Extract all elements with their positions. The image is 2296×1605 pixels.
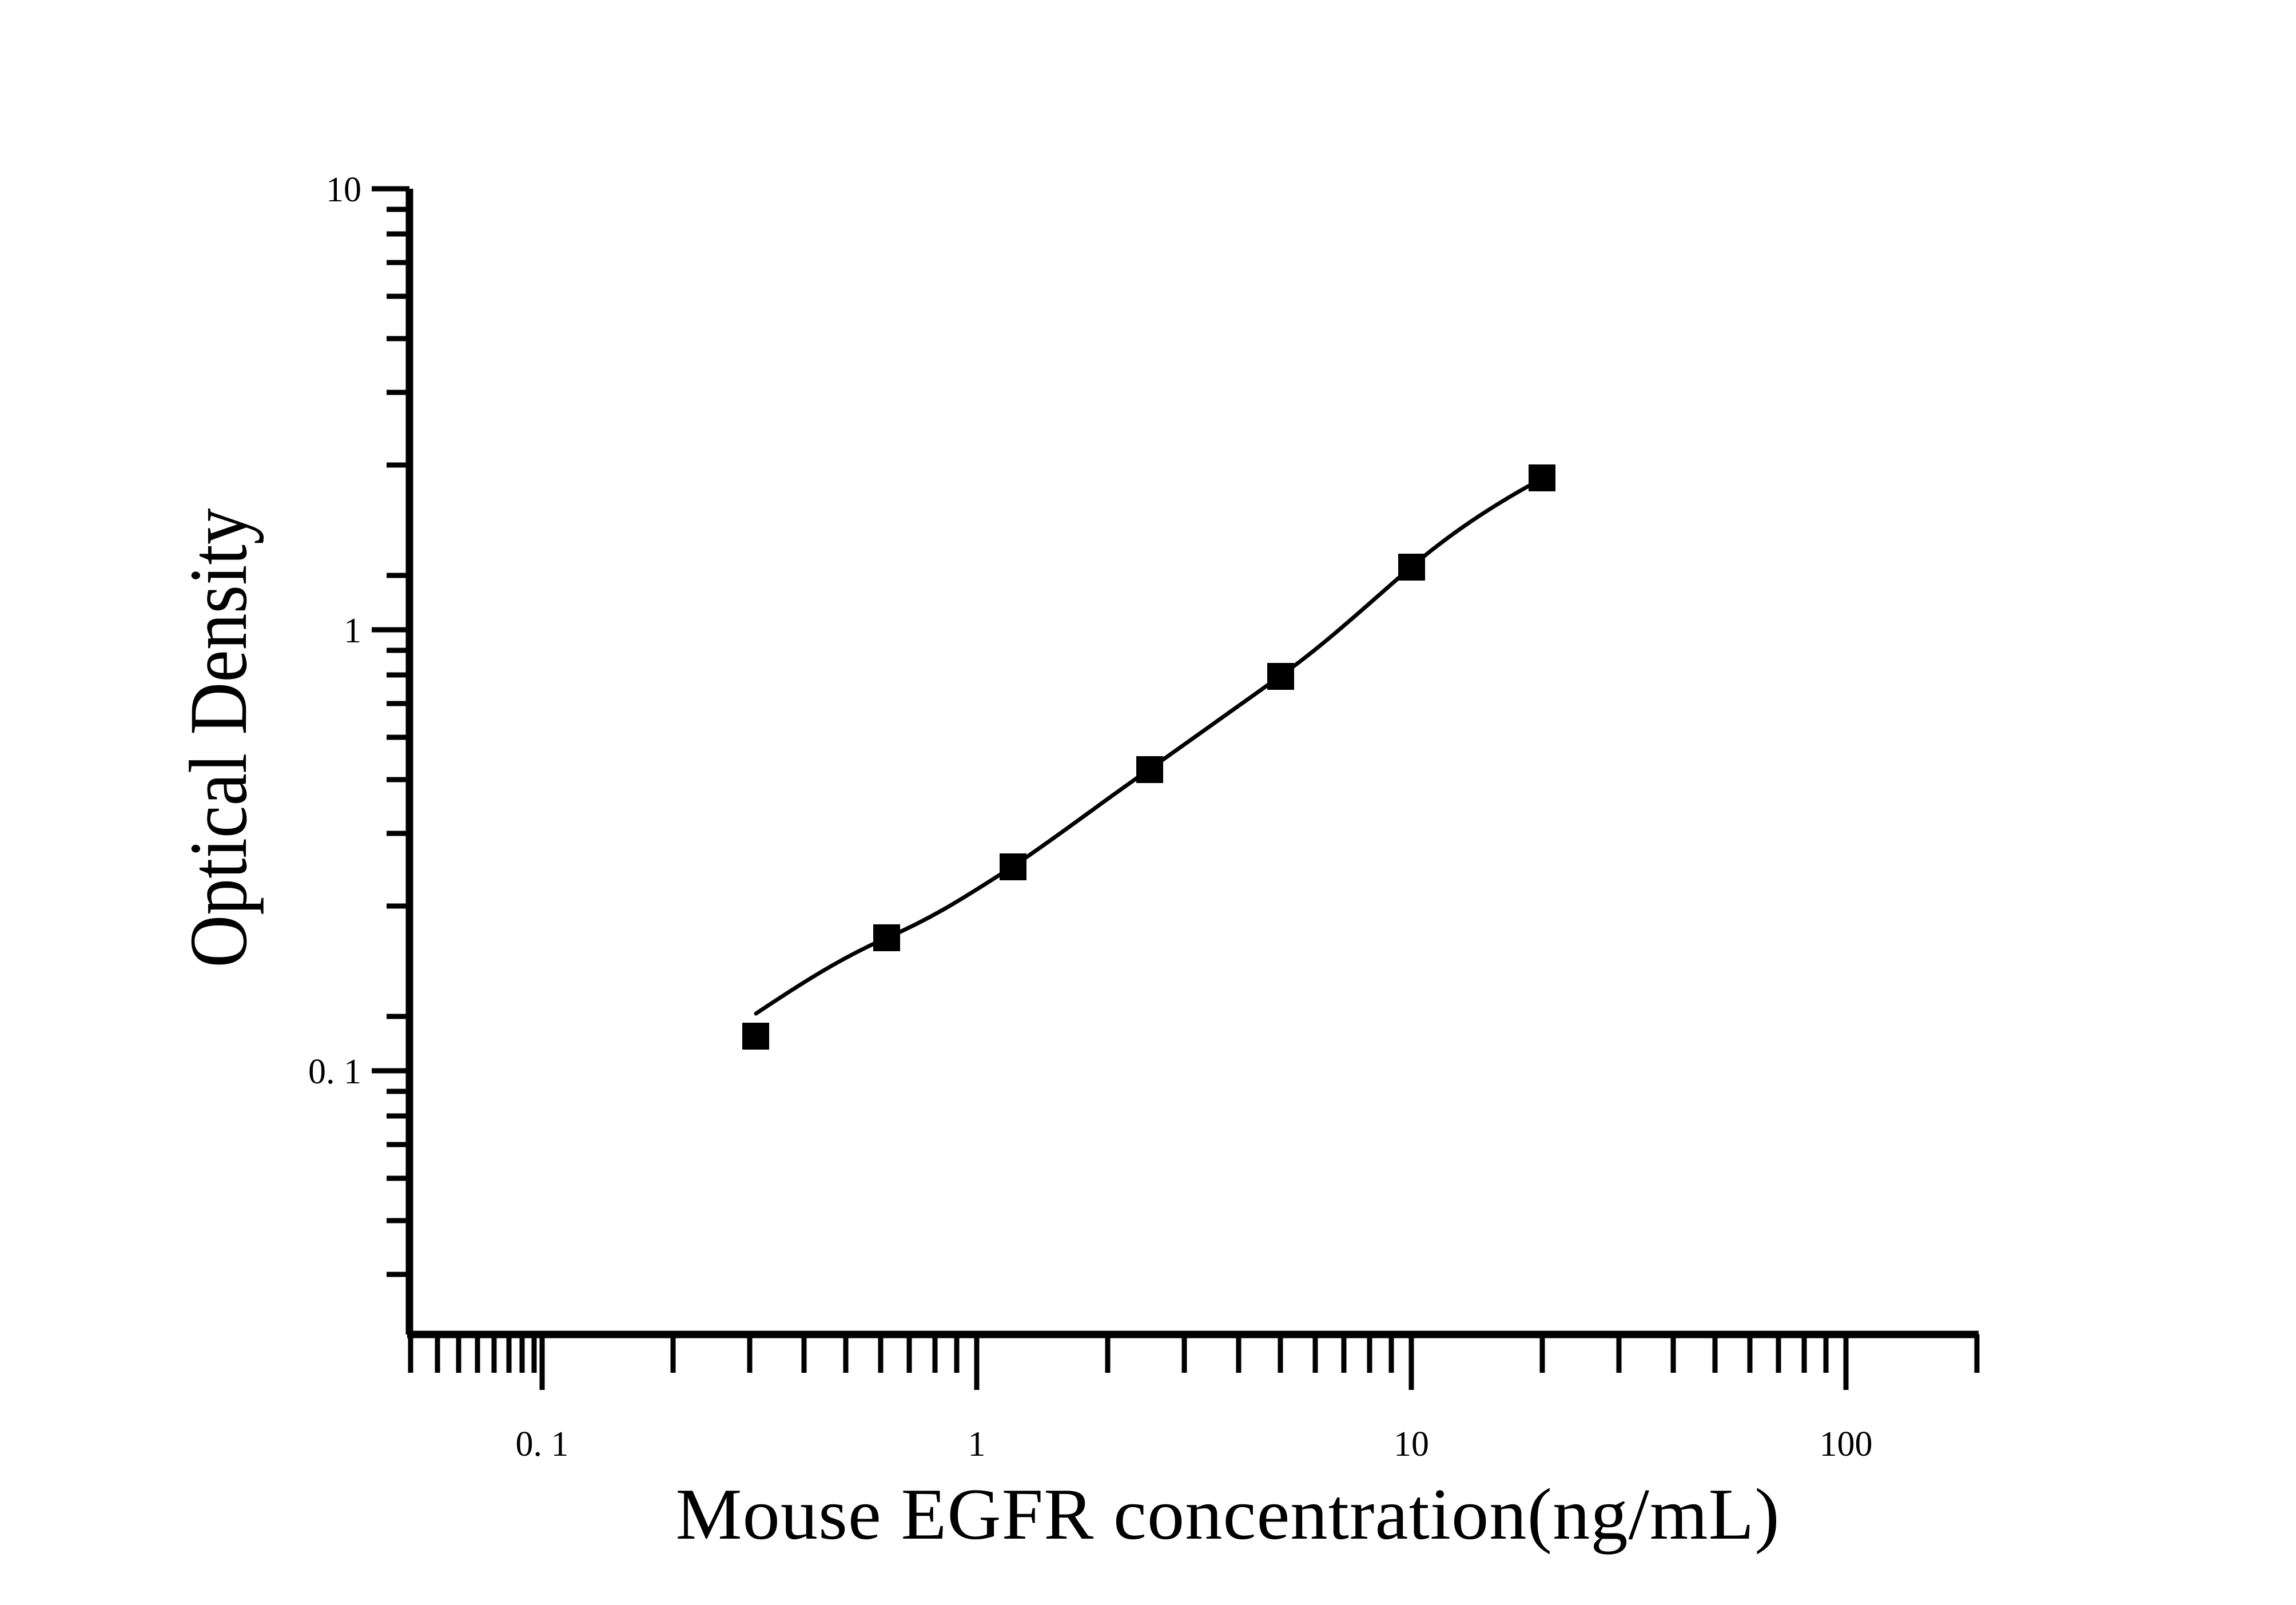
y-tick-label-10: 10 (326, 170, 361, 209)
data-point-4 (1136, 756, 1163, 783)
y-axis-title: Optical Density (173, 508, 264, 967)
data-point-5 (1267, 663, 1294, 690)
x-axis-ticks (408, 1334, 1980, 1390)
y-axis-ticks (372, 186, 409, 1277)
x-tick-label-100: 100 (1820, 1425, 1873, 1464)
x-tick-label-0.1: 0. 1 (516, 1425, 569, 1464)
x-tick-label-1: 1 (968, 1425, 986, 1464)
data-markers (742, 464, 1555, 1050)
y-tick-label-1: 1 (344, 611, 361, 650)
data-point-6 (1398, 554, 1425, 581)
data-point-3 (1000, 853, 1026, 880)
data-point-7 (1529, 464, 1555, 491)
x-axis-title: Mouse EGFR concentration(ng/mL) (675, 1473, 1780, 1555)
data-point-2 (873, 924, 900, 951)
x-tick-label-10: 10 (1394, 1425, 1429, 1464)
y-tick-label-0.1: 0. 1 (308, 1052, 361, 1091)
axes-frame (405, 189, 1979, 1338)
data-point-1 (742, 1023, 769, 1050)
